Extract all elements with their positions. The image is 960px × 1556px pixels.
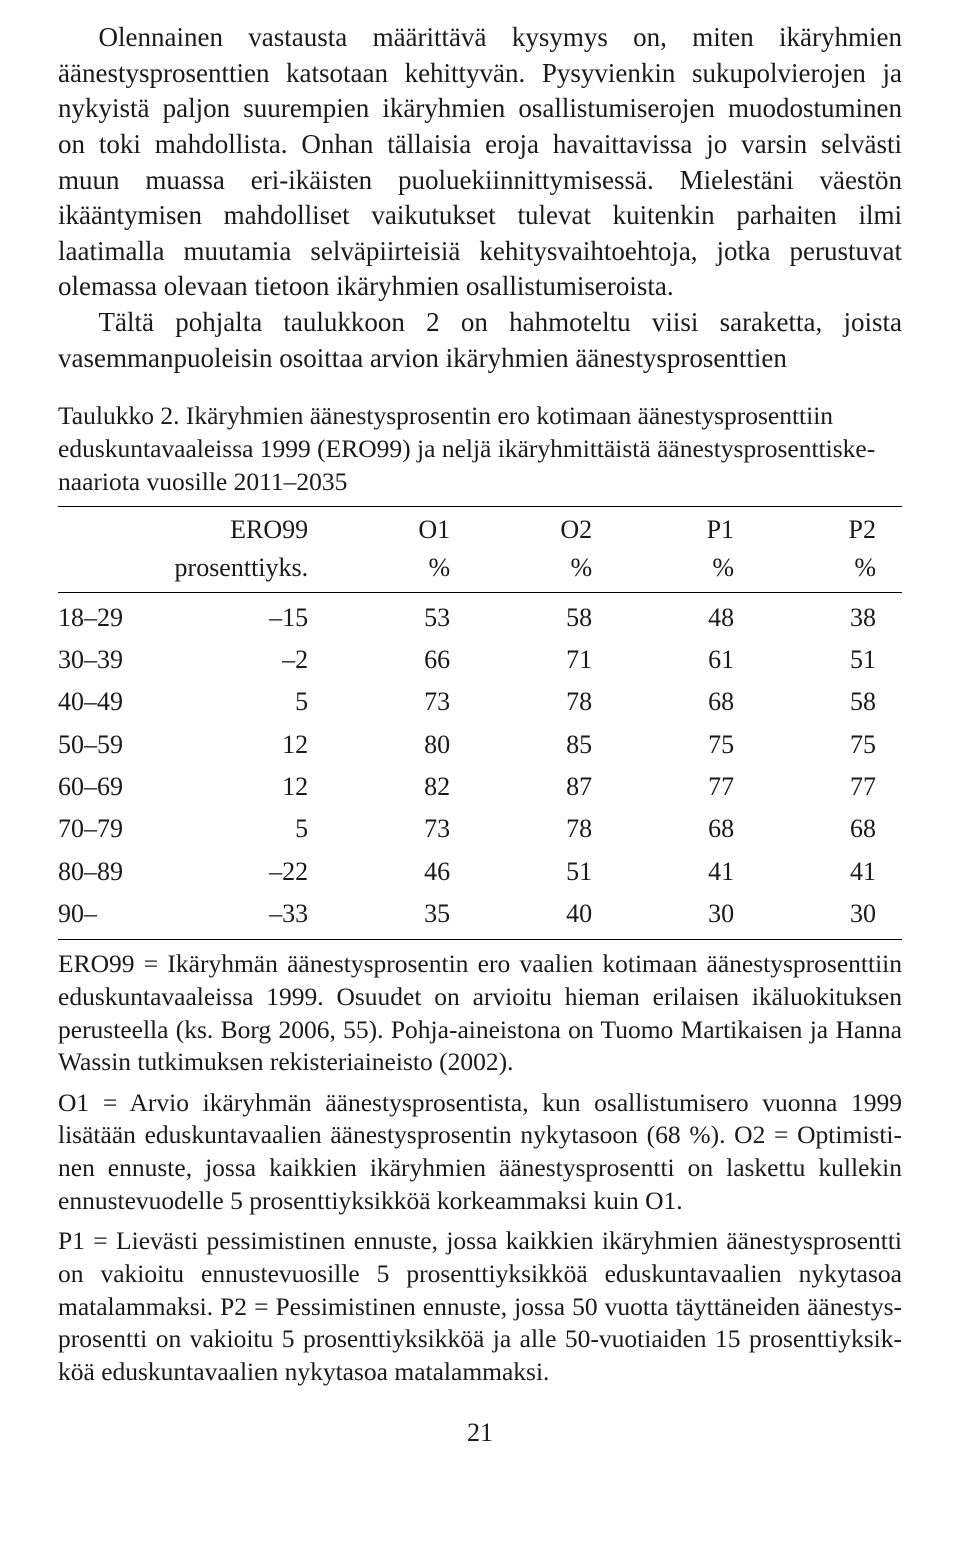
table-header-cell: % xyxy=(476,549,618,592)
table-header-cell: P1 xyxy=(618,507,760,550)
table-footnote-1: ERO99 = Ikäryhmän äänestysprosentin ero … xyxy=(58,948,902,1079)
table-cell: –22 xyxy=(167,851,335,893)
table-cell: –15 xyxy=(167,592,335,639)
table-cell: 35 xyxy=(334,893,476,940)
table-cell: 77 xyxy=(760,766,902,808)
table-cell: 78 xyxy=(476,808,618,850)
table-header-cell: O1 xyxy=(334,507,476,550)
table-cell: 70–79 xyxy=(58,808,167,850)
table-cell: 30 xyxy=(618,893,760,940)
table-cell: 50–59 xyxy=(58,724,167,766)
table-cell: 51 xyxy=(760,639,902,681)
table-caption: Taulukko 2. Ikäryhmien äänestysprosentin… xyxy=(58,400,902,498)
table-footnote-3: P1 = Lievästi pessimistinen ennuste, jos… xyxy=(58,1225,902,1388)
table-header-row-2: prosenttiyks. % % % % xyxy=(58,549,902,592)
table-row: 90––3335403030 xyxy=(58,893,902,940)
body-paragraph-1: Olennainen vastausta määrittävä kysymys … xyxy=(58,20,902,305)
table-cell: 30–39 xyxy=(58,639,167,681)
table-cell: 80–89 xyxy=(58,851,167,893)
table-cell: 12 xyxy=(167,724,335,766)
table-row: 18–29–1553584838 xyxy=(58,592,902,639)
table-cell: 85 xyxy=(476,724,618,766)
table-cell: 68 xyxy=(618,808,760,850)
table-cell: 48 xyxy=(618,592,760,639)
table-cell: 71 xyxy=(476,639,618,681)
table-cell: 46 xyxy=(334,851,476,893)
table-header-cell: % xyxy=(334,549,476,592)
table-cell: 5 xyxy=(167,808,335,850)
table-cell: 51 xyxy=(476,851,618,893)
table-footnote-2: O1 = Arvio ikäryhmän äänestysprosentista… xyxy=(58,1087,902,1218)
table-header-cell: P2 xyxy=(760,507,902,550)
table-cell: 78 xyxy=(476,681,618,723)
table-cell: 58 xyxy=(760,681,902,723)
table-header-cell xyxy=(58,507,167,550)
table-cell: 66 xyxy=(334,639,476,681)
table-cell: –2 xyxy=(167,639,335,681)
table-header-row-1: ERO99 O1 O2 P1 P2 xyxy=(58,507,902,550)
data-table: ERO99 O1 O2 P1 P2 prosenttiyks. % % % % … xyxy=(58,506,902,940)
table-header-cell: ERO99 xyxy=(167,507,335,550)
table-header-cell: O2 xyxy=(476,507,618,550)
table-cell: 75 xyxy=(760,724,902,766)
table-row: 60–691282877777 xyxy=(58,766,902,808)
table-cell: 40 xyxy=(476,893,618,940)
table-cell: 41 xyxy=(760,851,902,893)
table-cell: 87 xyxy=(476,766,618,808)
table-cell: 58 xyxy=(476,592,618,639)
table-row: 50–591280857575 xyxy=(58,724,902,766)
table-cell: 38 xyxy=(760,592,902,639)
table-cell: 80 xyxy=(334,724,476,766)
table-header-cell: prosenttiyks. xyxy=(167,549,335,592)
table-body: 18–29–155358483830–39–26671615140–495737… xyxy=(58,592,902,940)
table-cell: 18–29 xyxy=(58,592,167,639)
table-cell: 40–49 xyxy=(58,681,167,723)
table-cell: 41 xyxy=(618,851,760,893)
table-cell: 82 xyxy=(334,766,476,808)
table-header-cell xyxy=(58,549,167,592)
table-cell: –33 xyxy=(167,893,335,940)
table-cell: 90– xyxy=(58,893,167,940)
table-row: 70–79573786868 xyxy=(58,808,902,850)
table-header-cell: % xyxy=(760,549,902,592)
table-cell: 77 xyxy=(618,766,760,808)
table-cell: 61 xyxy=(618,639,760,681)
table-cell: 5 xyxy=(167,681,335,723)
table-cell: 68 xyxy=(760,808,902,850)
table-cell: 60–69 xyxy=(58,766,167,808)
table-cell: 73 xyxy=(334,808,476,850)
table-cell: 75 xyxy=(618,724,760,766)
body-paragraph-2: Tältä pohjalta taulukkoon 2 on hahmotelt… xyxy=(58,305,902,376)
table-cell: 30 xyxy=(760,893,902,940)
table-cell: 73 xyxy=(334,681,476,723)
page-number: 21 xyxy=(58,1416,902,1450)
table-row: 40–49573786858 xyxy=(58,681,902,723)
table-cell: 68 xyxy=(618,681,760,723)
table-cell: 53 xyxy=(334,592,476,639)
table-row: 80–89–2246514141 xyxy=(58,851,902,893)
table-cell: 12 xyxy=(167,766,335,808)
table-header-cell: % xyxy=(618,549,760,592)
table-row: 30–39–266716151 xyxy=(58,639,902,681)
